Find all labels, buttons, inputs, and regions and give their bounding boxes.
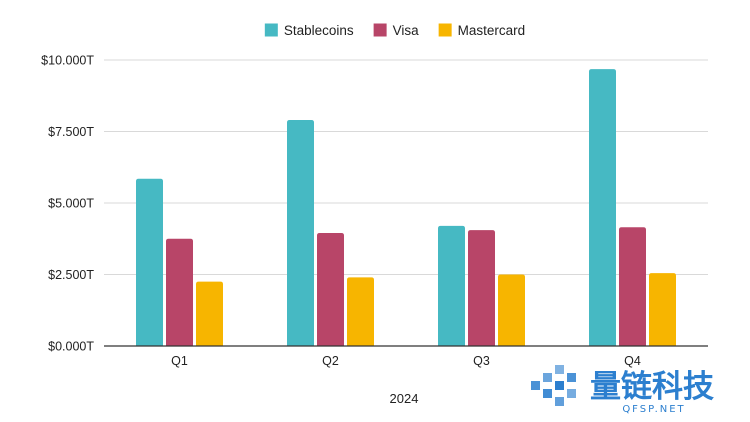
bar-mastercard-q3	[498, 274, 525, 346]
x-tick-label: Q4	[624, 354, 641, 368]
bars	[136, 69, 676, 346]
bar-stablecoins-q3	[438, 225, 465, 346]
legend-label-visa: Visa	[393, 23, 420, 38]
bar-visa-q1	[166, 238, 193, 346]
bar-stablecoins-q4	[589, 69, 616, 346]
bar-mastercard-q4	[649, 273, 676, 346]
y-tick-label: $0.000T	[48, 340, 94, 354]
bar-visa-q4	[619, 227, 646, 346]
y-tick-label: $7.500T	[48, 125, 94, 139]
watermark-logo: 量链科技 QFSP.NET	[531, 365, 714, 415]
legend-swatch-stablecoins	[264, 23, 278, 37]
legend-swatch-visa	[373, 23, 387, 37]
watermark-icon	[531, 365, 576, 406]
bar-stablecoins-q2	[287, 120, 314, 346]
x-tick-label: Q1	[171, 354, 188, 368]
watermark-url: QFSP.NET	[622, 404, 685, 415]
y-tick-label: $5.000T	[48, 197, 94, 211]
gridlines	[104, 59, 708, 275]
watermark-text: 量链科技	[590, 369, 714, 405]
x-tick-label: Q3	[473, 354, 490, 368]
axes: $0.000T $2.500T $5.000T $7.500T $10.000T Q1 Q2…	[41, 54, 708, 368]
bar-stablecoins-q1	[136, 178, 163, 346]
x-axis-title: 2024	[390, 391, 419, 406]
y-tick-label: $10.000T	[41, 54, 94, 68]
legend-swatch-mastercard	[438, 23, 452, 37]
bar-mastercard-q1	[196, 281, 223, 346]
bar-visa-q3	[468, 230, 495, 346]
legend-label-mastercard: Mastercard	[458, 23, 526, 38]
bar-visa-q2	[317, 233, 344, 346]
bar-mastercard-q2	[347, 277, 374, 346]
legend-label-stablecoins: Stablecoins	[284, 23, 354, 38]
legend: Stablecoins Visa Mastercard	[264, 23, 526, 38]
x-tick-label: Q2	[322, 354, 339, 368]
y-tick-label: $2.500T	[48, 268, 94, 282]
